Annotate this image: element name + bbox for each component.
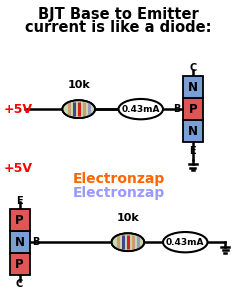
Text: Electronzap: Electronzap bbox=[72, 173, 165, 186]
Bar bbox=[10, 231, 30, 253]
Text: 10k: 10k bbox=[117, 213, 139, 223]
Text: P: P bbox=[15, 214, 24, 227]
Text: 0.43mA: 0.43mA bbox=[166, 238, 205, 247]
Text: Electronzap: Electronzap bbox=[72, 186, 165, 200]
Text: current is like a diode:: current is like a diode: bbox=[25, 20, 212, 35]
Text: B: B bbox=[173, 104, 180, 114]
Ellipse shape bbox=[163, 232, 207, 252]
Text: N: N bbox=[188, 125, 198, 138]
Text: 0.43mA: 0.43mA bbox=[122, 105, 160, 114]
Text: 10k: 10k bbox=[67, 80, 90, 90]
Text: E: E bbox=[16, 196, 23, 206]
Text: C: C bbox=[189, 63, 196, 73]
Bar bbox=[10, 253, 30, 275]
Text: P: P bbox=[189, 103, 197, 116]
Ellipse shape bbox=[62, 100, 95, 118]
Bar bbox=[183, 76, 203, 98]
Bar bbox=[10, 209, 30, 231]
Ellipse shape bbox=[118, 99, 163, 119]
Text: BJT Base to Emitter: BJT Base to Emitter bbox=[38, 7, 199, 22]
Text: N: N bbox=[188, 81, 198, 94]
Bar bbox=[183, 98, 203, 120]
Text: N: N bbox=[14, 236, 25, 249]
Text: C: C bbox=[16, 279, 23, 289]
Text: +5V: +5V bbox=[4, 162, 33, 176]
Text: P: P bbox=[15, 258, 24, 271]
Text: +5V: +5V bbox=[4, 103, 33, 116]
Ellipse shape bbox=[111, 233, 144, 251]
Bar bbox=[183, 120, 203, 142]
Text: B: B bbox=[32, 237, 40, 247]
Text: E: E bbox=[190, 146, 196, 155]
